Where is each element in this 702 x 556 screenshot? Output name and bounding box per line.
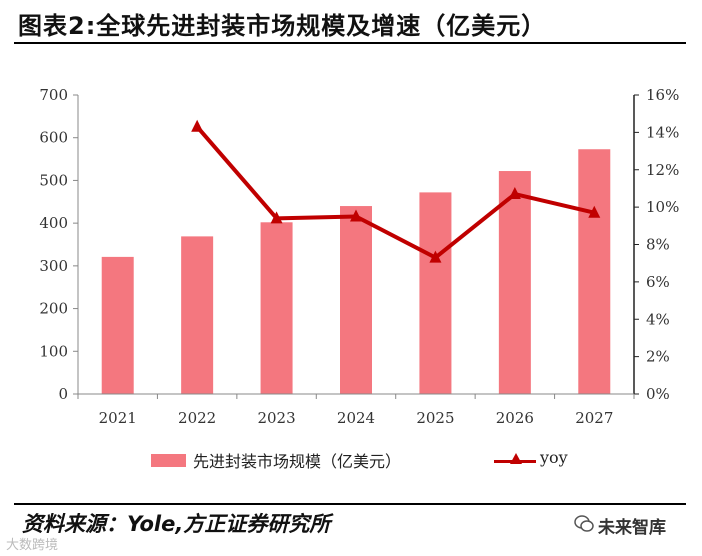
yoy-marker-2025 xyxy=(429,250,442,263)
bar-2021 xyxy=(101,256,134,394)
bar-2024 xyxy=(340,206,372,394)
yoy-marker-2024 xyxy=(350,209,362,222)
y-left-tick-label: 0 xyxy=(58,385,68,403)
yoy-marker-2026 xyxy=(508,187,521,200)
chart-title: 图表2:全球先进封装市场规模及增速（亿美元） xyxy=(18,12,547,40)
source-divider xyxy=(14,503,686,505)
yoy-marker-2022 xyxy=(191,119,204,132)
y-right-tick-label: 12% xyxy=(646,161,679,179)
y-left-tick-label: 400 xyxy=(39,214,68,232)
y-left-tick-label: 200 xyxy=(39,300,68,318)
legend-bar-swatch xyxy=(151,454,186,467)
wechat-icon xyxy=(574,515,594,532)
y-right-tick-label: 16% xyxy=(646,86,679,104)
x-tick-label: 2021 xyxy=(99,409,137,427)
x-tick-label: 2027 xyxy=(575,409,613,427)
bar-2022 xyxy=(181,236,214,394)
x-tick-label: 2026 xyxy=(496,409,534,427)
bar-2023 xyxy=(260,222,293,394)
y-left-tick-label: 700 xyxy=(39,86,68,104)
y-right-tick-label: 6% xyxy=(646,273,670,291)
y-right-tick-label: 8% xyxy=(646,236,670,254)
bar-2026 xyxy=(498,171,531,394)
y-right-tick-label: 10% xyxy=(646,198,679,216)
chart-legend: 先进封装市场规模（亿美元） yoy xyxy=(0,448,702,472)
chart-plot: 0 100 200 300 400 500 600 700 0% 2% 4% 6% 8% 10% 12% 14… xyxy=(39,86,679,427)
x-tick-label: 2023 xyxy=(257,409,295,427)
yoy-marker-2023 xyxy=(270,211,283,224)
bar-2027 xyxy=(578,149,611,394)
y-left-tick-label: 600 xyxy=(39,129,68,147)
source-note: 资料来源：Yole,方正证券研究所 xyxy=(22,512,331,536)
x-tick-label: 2025 xyxy=(416,409,454,427)
y-right-tick-label: 4% xyxy=(646,310,670,328)
y-left-tick-label: 500 xyxy=(39,171,68,189)
x-tick-label: 2024 xyxy=(337,409,375,427)
legend-bar-label: 先进封装市场规模（亿美元） xyxy=(193,452,402,471)
brand-label: 未来智库 xyxy=(598,518,666,538)
y-right-tick-label: 2% xyxy=(646,348,670,366)
title-divider xyxy=(14,42,686,44)
legend-line-marker xyxy=(510,453,522,464)
legend-line-label: yoy xyxy=(540,448,568,467)
yoy-marker-2027 xyxy=(588,205,601,218)
yoy-line xyxy=(195,125,595,260)
y-right-tick-label: 14% xyxy=(646,123,679,141)
y-left-tick-label: 100 xyxy=(39,342,68,360)
bar-2025 xyxy=(419,192,452,394)
y-left-tick-label: 300 xyxy=(39,257,68,275)
watermark-text: 大数跨境 xyxy=(6,538,59,553)
y-right-tick-label: 0% xyxy=(646,385,670,403)
x-tick-label: 2022 xyxy=(178,409,216,427)
